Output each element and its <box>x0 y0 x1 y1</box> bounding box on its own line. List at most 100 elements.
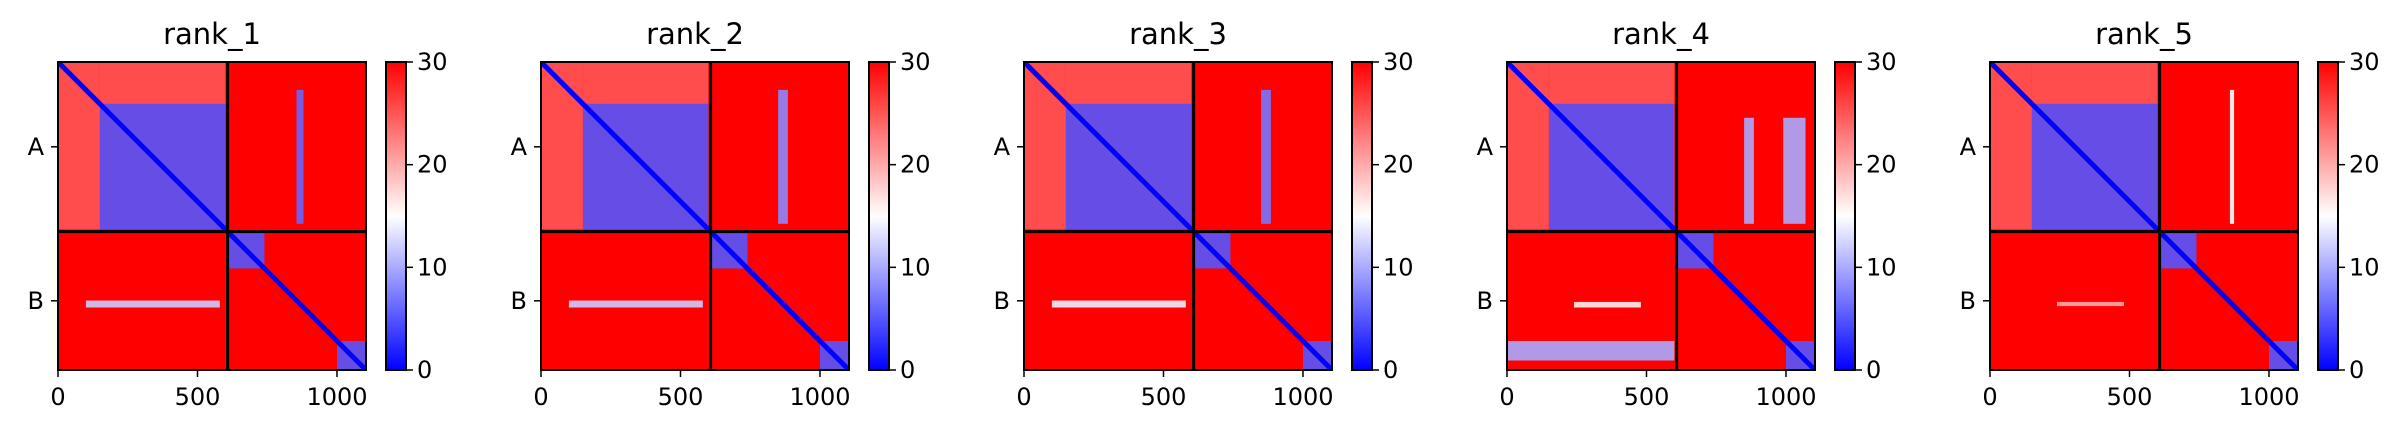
y-tick-label-chain-A: A <box>28 133 45 161</box>
colorbar-tick-label: 0 <box>1383 356 1398 384</box>
colorbar-tick-label: 20 <box>417 151 448 179</box>
x-tick-label: 500 <box>1624 383 1670 411</box>
y-tick-label-chain-B: B <box>994 287 1010 315</box>
panel-title: rank_3 <box>1129 17 1227 51</box>
colorbar <box>1352 62 1372 370</box>
panel-rank_5: rank_5 0 500 1000 A B 0 10 20 30 <box>1960 17 2380 411</box>
heatmap-band <box>1990 62 2032 230</box>
x-tick-label: 1000 <box>1272 383 1333 411</box>
heatmap <box>1024 62 1332 370</box>
colorbar-tick-label: 30 <box>417 48 448 76</box>
panel-title: rank_5 <box>2095 17 2193 51</box>
panel-rank_3: rank_3 0 500 1000 A B 0 10 20 30 <box>994 17 1414 411</box>
colorbar-tick-label: 30 <box>900 48 931 76</box>
x-tick-label: 500 <box>1141 383 1187 411</box>
y-tick-label-chain-A: A <box>994 133 1011 161</box>
heatmap-diagonal <box>58 62 366 370</box>
colorbar-tick-label: 10 <box>1383 253 1414 281</box>
heatmap-frame <box>1506 61 1816 371</box>
heatmap-band <box>58 62 100 230</box>
panel-rank_2: rank_2 0 500 1000 A B 0 10 20 30 <box>511 17 931 411</box>
panel-rank_1: rank_1 0 500 1000 A B 0 10 20 30 <box>28 17 448 411</box>
heatmap-diagonal <box>541 62 849 370</box>
x-tick-label: 1000 <box>306 383 367 411</box>
heatmap-frame <box>540 61 850 371</box>
heatmap-band <box>1507 62 1549 230</box>
colorbar-tick-label: 20 <box>1866 151 1897 179</box>
heatmap-stripe <box>85 300 220 308</box>
heatmap-band <box>1065 62 1192 104</box>
x-tick-label: 500 <box>658 383 704 411</box>
heatmap <box>58 62 366 370</box>
colorbar-tick-label: 0 <box>900 356 915 384</box>
colorbar-frame <box>2317 61 2339 371</box>
colorbar-tick-label: 30 <box>2349 48 2380 76</box>
heatmap-band <box>99 62 226 104</box>
colorbar-frame <box>1351 61 1373 371</box>
colorbar-tick-label: 0 <box>417 356 432 384</box>
panel-title: rank_1 <box>163 17 261 51</box>
heatmap-band <box>2031 62 2158 104</box>
colorbar-tick-label: 20 <box>2349 151 2380 179</box>
colorbar-tick-label: 20 <box>900 151 931 179</box>
heatmap-stripe <box>1261 89 1271 224</box>
colorbar-tick-label: 0 <box>1866 356 1881 384</box>
y-tick-label-chain-B: B <box>28 287 44 315</box>
x-tick-label: 1000 <box>2238 383 2299 411</box>
heatmap-frame <box>57 61 367 371</box>
y-tick-label-chain-A: A <box>1477 133 1494 161</box>
heatmap-band <box>1024 62 1066 230</box>
colorbar <box>869 62 889 370</box>
heatmap-frame <box>1023 61 1333 371</box>
heatmap <box>1990 62 2298 370</box>
heatmap-stripe <box>2229 89 2235 224</box>
colorbar-tick-label: 30 <box>1866 48 1897 76</box>
colorbar-tick-label: 20 <box>1383 151 1414 179</box>
x-tick-label: 1000 <box>1755 383 1816 411</box>
colorbar-frame <box>385 61 407 371</box>
colorbar-tick-label: 10 <box>1866 253 1897 281</box>
panel-rank_4: rank_4 0 500 1000 A B 0 10 20 30 <box>1477 17 1897 411</box>
heatmap-diagonal <box>1024 62 1332 370</box>
colorbar-tick-label: 0 <box>2349 356 2364 384</box>
x-tick-label: 0 <box>533 383 548 411</box>
colorbar-tick-label: 10 <box>2349 253 2380 281</box>
colorbar <box>386 62 406 370</box>
heatmap-block <box>1507 340 1675 361</box>
colorbar-tick-label: 10 <box>417 253 448 281</box>
heatmap-stripe <box>778 89 788 224</box>
x-tick-label: 500 <box>2107 383 2153 411</box>
panel-title: rank_4 <box>1612 17 1710 51</box>
panel-title: rank_2 <box>646 17 744 51</box>
y-tick-label-chain-A: A <box>1960 133 1977 161</box>
x-tick-label: 0 <box>1016 383 1031 411</box>
heatmap-frame <box>1989 61 2299 371</box>
colorbar-frame <box>868 61 890 371</box>
colorbar <box>1835 62 1855 370</box>
heatmap-band <box>582 62 709 104</box>
heatmap-stripe <box>568 300 703 308</box>
x-tick-label: 0 <box>50 383 65 411</box>
x-tick-label: 500 <box>175 383 221 411</box>
x-tick-label: 0 <box>1982 383 1997 411</box>
y-tick-label-chain-B: B <box>1960 287 1976 315</box>
heatmap-stripe <box>1573 301 1641 308</box>
x-tick-label: 1000 <box>789 383 850 411</box>
colorbar-tick-label: 10 <box>900 253 931 281</box>
heatmap-stripe <box>296 89 304 224</box>
y-tick-label-chain-A: A <box>511 133 528 161</box>
heatmap <box>1507 62 1815 370</box>
heatmap-band <box>541 62 583 230</box>
heatmap-stripe <box>1744 117 1754 224</box>
colorbar <box>2318 62 2338 370</box>
x-tick-label: 0 <box>1499 383 1514 411</box>
heatmap-stripe <box>2056 301 2124 307</box>
heatmap-band <box>1548 62 1675 104</box>
heatmap <box>541 62 849 370</box>
y-tick-label-chain-B: B <box>511 287 527 315</box>
heatmap-stripe <box>1051 300 1186 308</box>
y-tick-label-chain-B: B <box>1477 287 1493 315</box>
heatmap-stripe <box>1783 117 1806 224</box>
heatmap-diagonal <box>1507 62 1815 370</box>
